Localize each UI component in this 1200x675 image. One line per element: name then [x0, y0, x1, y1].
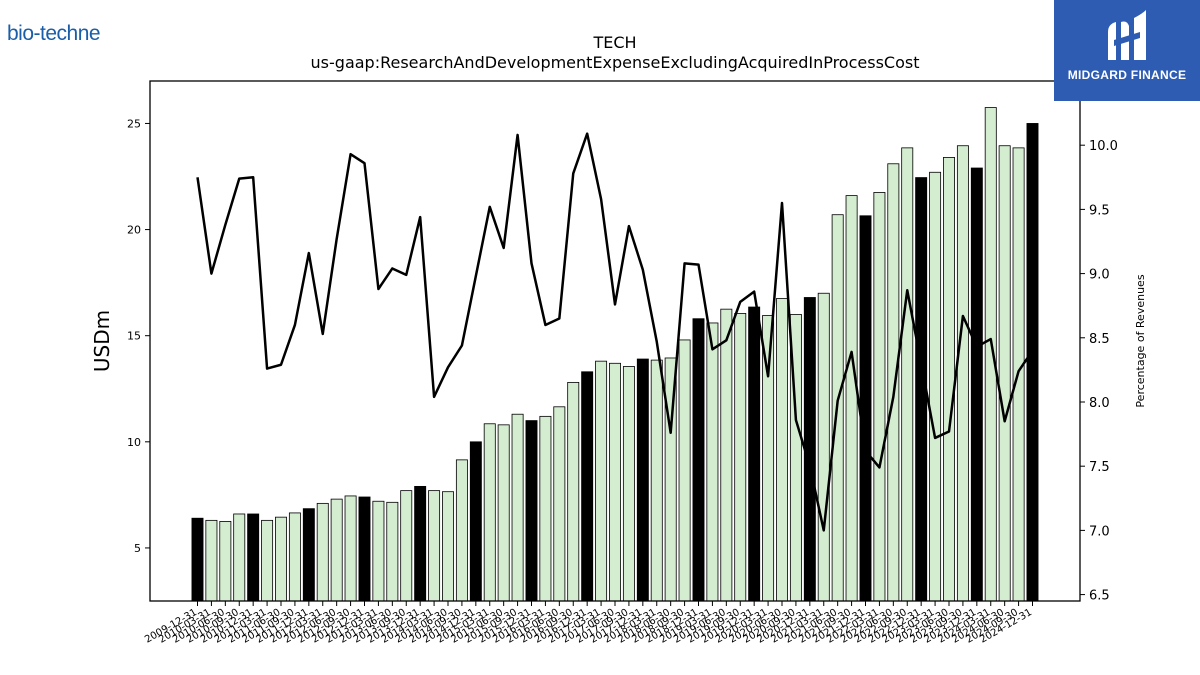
y-axis-label: USDm	[90, 310, 114, 372]
y-tick-label: 20	[127, 224, 141, 237]
bar	[901, 147, 914, 602]
bar	[261, 519, 274, 602]
bar	[386, 501, 399, 602]
bar	[998, 145, 1011, 602]
bar	[887, 163, 900, 602]
bar	[302, 508, 315, 602]
bar	[316, 502, 329, 602]
bar	[873, 192, 886, 602]
bar	[622, 366, 635, 602]
bar	[428, 490, 441, 602]
y2-axis-label: Percentage of Revenues	[1134, 274, 1147, 407]
bar	[1026, 123, 1039, 602]
bar	[943, 157, 955, 602]
bar	[511, 413, 524, 602]
bar	[288, 512, 301, 602]
bar	[275, 516, 287, 602]
bar	[330, 498, 343, 602]
y2-tick-label: 7.0	[1089, 524, 1110, 539]
bar	[497, 424, 510, 602]
bar	[692, 318, 705, 602]
bar	[581, 371, 594, 602]
bar	[567, 381, 580, 602]
bar	[748, 306, 761, 602]
y-tick-label: 5	[134, 542, 141, 555]
midgard-mark-icon	[1108, 10, 1146, 60]
bar	[984, 107, 997, 602]
bar	[525, 420, 538, 602]
bar	[776, 298, 788, 602]
bar	[609, 362, 621, 602]
bar	[205, 519, 218, 602]
bar	[859, 215, 872, 602]
bar	[845, 195, 858, 602]
bar	[414, 485, 427, 602]
bar	[720, 308, 733, 602]
y-tick-label: 10	[127, 436, 141, 449]
bar	[539, 415, 552, 602]
bar	[400, 490, 413, 602]
bar	[678, 339, 691, 602]
bar	[233, 513, 246, 602]
bar	[734, 313, 747, 602]
bar	[970, 167, 983, 602]
bar	[636, 358, 649, 602]
y2-tick-label: 10.0	[1089, 139, 1118, 154]
bar-series	[191, 107, 1039, 602]
bar	[483, 423, 496, 602]
bar	[817, 292, 830, 602]
y2-tick-label: 9.0	[1089, 268, 1110, 283]
bar	[595, 360, 608, 602]
bar	[219, 521, 232, 602]
bar	[442, 491, 454, 602]
line-series-layer	[196, 132, 1034, 532]
bar	[455, 459, 468, 602]
y2-tick-label: 8.5	[1089, 332, 1110, 347]
bar	[929, 171, 942, 602]
y2-tick-label: 7.5	[1089, 460, 1110, 475]
bar	[650, 359, 663, 602]
bar	[247, 513, 260, 602]
y2-tick-label: 8.0	[1089, 396, 1110, 411]
y2-tick-label: 9.5	[1089, 203, 1110, 218]
midgard-finance-logo: MIDGARD FINANCE	[1054, 0, 1200, 101]
bar	[344, 495, 357, 602]
chart-subtitle: us-gaap:ResearchAndDevelopmentExpenseExc…	[310, 53, 920, 72]
bar	[956, 145, 969, 602]
bar	[469, 441, 482, 602]
bar	[553, 406, 566, 602]
midgard-brand-text: MIDGARD FINANCE	[1067, 68, 1187, 82]
bar	[372, 500, 385, 602]
chart-title: TECH	[593, 33, 637, 52]
bio-techne-logo: bio-techne	[7, 22, 101, 45]
percentage-line	[196, 132, 1034, 532]
y2-tick-label: 6.5	[1089, 589, 1110, 604]
y-tick-label: 15	[127, 330, 141, 343]
bar	[706, 322, 719, 602]
bar	[358, 496, 371, 602]
y-tick-label: 25	[127, 117, 141, 130]
axes: 5101520256.57.07.58.08.59.09.510.02009-1…	[90, 80, 1147, 646]
bar	[191, 517, 204, 602]
